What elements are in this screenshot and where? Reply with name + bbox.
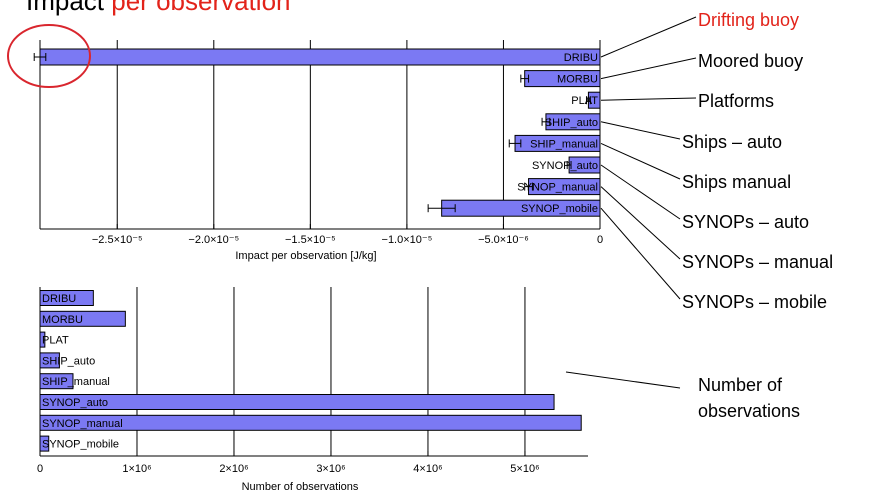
bar-label: SYNOP_auto (42, 397, 108, 409)
annotation-label: Drifting buoy (698, 10, 799, 30)
leader-line (565, 371, 681, 389)
annotation-label: Number of (698, 375, 783, 395)
x-tick-label: 2×10⁶ (219, 463, 248, 475)
bar-label: PLAT (571, 95, 598, 107)
annotation-label: SYNOPs – manual (682, 252, 833, 272)
annotation-label: Platforms (698, 91, 774, 111)
leader-line (600, 121, 681, 140)
annotation-label: Ships manual (682, 172, 791, 192)
leader-line (600, 97, 697, 101)
bar-label: DRIBU (42, 293, 76, 305)
bar-label: PLAT (42, 335, 69, 347)
annotation-label: Ships – auto (682, 132, 782, 152)
annotation-label: Moored buoy (698, 51, 803, 71)
x-tick-label: −5.0×10⁻⁶ (478, 234, 529, 246)
bar-label: SYNOP_auto (532, 160, 598, 172)
highlight-circle (7, 24, 91, 88)
x-tick-label: −1.5×10⁻⁵ (285, 234, 336, 246)
bar-label: SHIP_auto (42, 355, 95, 367)
x-tick-label: −2.0×10⁻⁵ (188, 234, 239, 246)
impact-chart: DRIBU MORBU PLAT SHIP_auto SHIP_manual SYNOP_… (7, 24, 603, 262)
x-tick-label: −1.0×10⁻⁵ (382, 234, 433, 246)
bar-label: SHIP_manual (42, 376, 110, 388)
title-prefix: Impact (26, 0, 105, 16)
bar-label: DRIBU (564, 52, 598, 64)
count-chart: DRIBU MORBU PLAT SHIP_auto SHIP_manual SYNOP_… (37, 287, 588, 493)
bar-label: SHIP_auto (545, 117, 598, 129)
bar-label: SYNOP_manual (517, 182, 598, 194)
annotation-label: SYNOPs – auto (682, 212, 809, 232)
bar-label: SYNOP_manual (42, 418, 123, 430)
leader-line (600, 57, 697, 80)
annotation-label: SYNOPs – mobile (682, 292, 827, 312)
x-tick-label: 5×10⁶ (510, 463, 539, 475)
bar-label: SHIP_manual (530, 138, 598, 150)
bar-label: SYNOP_mobile (521, 203, 598, 215)
leader-line (600, 186, 681, 260)
page-title: Impact per observation (26, 0, 291, 17)
x-tick-label: 0 (597, 234, 603, 246)
x-tick-label: 1×10⁶ (122, 463, 151, 475)
x-tick-label: 0 (37, 463, 43, 475)
leader-line (600, 164, 681, 220)
annotations: Drifting buoy Moored buoy Platforms Ships –… (565, 10, 833, 421)
bar-label: MORBU (557, 74, 598, 86)
bar-label: MORBU (42, 314, 83, 326)
x-tick-label: −2.5×10⁻⁵ (92, 234, 143, 246)
x-tick-label: 4×10⁶ (413, 463, 442, 475)
bar-label: SYNOP_mobile (42, 439, 119, 451)
x-axis-label: Number of observations (242, 481, 359, 493)
leader-line (600, 16, 697, 58)
bar-dribu (39, 48, 601, 66)
leader-line (600, 207, 681, 300)
annotation-label: observations (698, 401, 800, 421)
x-tick-label: 3×10⁶ (316, 463, 345, 475)
title-highlight: per observation (111, 0, 291, 16)
leader-line (600, 142, 681, 180)
bar-synop-auto (39, 394, 555, 410)
x-axis-label: Impact per observation [J/kg] (235, 250, 376, 262)
